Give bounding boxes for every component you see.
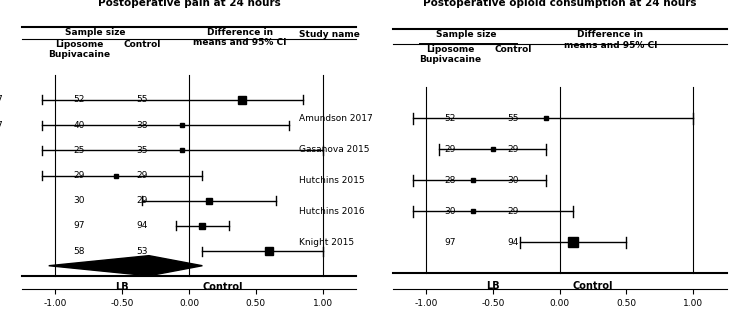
Text: Postoperative pain at 24 hours: Postoperative pain at 24 hours <box>98 0 280 8</box>
Text: 35: 35 <box>137 146 148 155</box>
Text: Sample size: Sample size <box>436 30 496 39</box>
Text: Postoperative opioid consumption at 24 hours: Postoperative opioid consumption at 24 h… <box>423 0 697 8</box>
Text: 52: 52 <box>74 95 85 104</box>
Text: 58: 58 <box>73 247 85 256</box>
Text: Control: Control <box>573 282 614 291</box>
Text: 29: 29 <box>507 207 519 216</box>
Text: Gasanova 2015: Gasanova 2015 <box>299 145 370 154</box>
Text: 55: 55 <box>507 114 519 123</box>
Polygon shape <box>48 256 203 276</box>
Text: Hutchins 2016: Hutchins 2016 <box>299 207 365 216</box>
Text: Amundson 2017: Amundson 2017 <box>299 114 373 123</box>
Text: Barrington 2017: Barrington 2017 <box>0 121 2 130</box>
Text: 40: 40 <box>74 121 85 130</box>
Text: Sample size: Sample size <box>65 28 126 37</box>
Text: 55: 55 <box>137 95 148 104</box>
Text: Liposome
Bupivacaine: Liposome Bupivacaine <box>48 40 111 59</box>
Text: 29: 29 <box>74 171 85 180</box>
Text: 29: 29 <box>507 145 519 154</box>
Text: 52: 52 <box>445 114 456 123</box>
Text: Hutchins 2015: Hutchins 2015 <box>299 176 365 185</box>
Text: Difference in
means and 95% CI: Difference in means and 95% CI <box>193 28 286 48</box>
Text: Control: Control <box>494 45 531 54</box>
Text: LB: LB <box>115 282 129 292</box>
Text: Study name: Study name <box>299 30 360 39</box>
Text: Liposome
Bupivacaine: Liposome Bupivacaine <box>419 45 482 64</box>
Text: Control: Control <box>123 40 161 49</box>
Text: 28: 28 <box>445 176 456 185</box>
Text: 30: 30 <box>73 196 85 205</box>
Text: 97: 97 <box>444 238 456 247</box>
Text: Knight 2015: Knight 2015 <box>299 238 355 247</box>
Text: Amundson 2017: Amundson 2017 <box>0 95 2 104</box>
Text: LB: LB <box>486 282 500 291</box>
Text: 94: 94 <box>137 221 148 230</box>
Text: Difference in
means and 95% CI: Difference in means and 95% CI <box>564 30 657 49</box>
Text: 25: 25 <box>74 146 85 155</box>
Text: 53: 53 <box>137 247 148 256</box>
Text: 94: 94 <box>507 238 519 247</box>
Text: Control: Control <box>202 282 243 292</box>
Text: 97: 97 <box>73 221 85 230</box>
Text: 38: 38 <box>137 121 148 130</box>
Text: 29: 29 <box>137 171 148 180</box>
Text: 29: 29 <box>445 145 456 154</box>
Text: 29: 29 <box>137 196 148 205</box>
Text: 30: 30 <box>444 207 456 216</box>
Text: 30: 30 <box>507 176 519 185</box>
